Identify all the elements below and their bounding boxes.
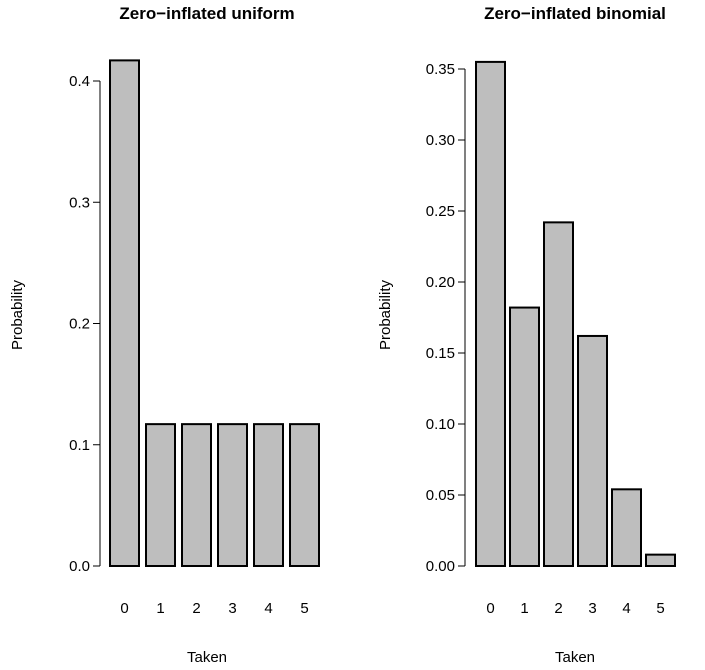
bar-1: [145, 423, 176, 568]
x-tick-label: 5: [656, 600, 664, 617]
bar-2: [543, 221, 574, 568]
bar-4: [253, 423, 284, 568]
bar-1: [509, 306, 540, 567]
panel-zero-inflated-binomial: Zero−inflated binomial Taken Probability…: [377, 4, 676, 666]
y-axis-label: Probability: [9, 279, 26, 350]
bar-3: [577, 334, 608, 567]
y-tick-label: 0.05: [426, 487, 455, 504]
y-tick-label: 0.3: [69, 194, 90, 211]
y-tick-label: 0.15: [426, 345, 455, 362]
bar-0: [109, 59, 140, 567]
y-tick-label: 0.00: [426, 558, 455, 575]
y-tick-label: 0.0: [69, 558, 90, 575]
x-tick-label: 3: [228, 600, 236, 617]
bar-5: [645, 553, 676, 568]
x-tick-label: 0: [120, 600, 128, 617]
y-tick-label: 0.25: [426, 203, 455, 220]
bar-5: [289, 423, 320, 568]
y-tick-label: 0.4: [69, 73, 90, 90]
x-tick-label: 4: [622, 600, 630, 617]
x-tick-label: 5: [300, 600, 308, 617]
y-tick-label: 0.1: [69, 437, 90, 454]
x-tick-label: 0: [486, 600, 494, 617]
chart-title: Zero−inflated uniform: [119, 4, 294, 23]
chart-title: Zero−inflated binomial: [484, 4, 666, 23]
x-tick-label: 1: [520, 600, 528, 617]
panel-zero-inflated-uniform: Zero−inflated uniform Taken Probability …: [9, 4, 320, 666]
bar-2: [181, 423, 212, 568]
x-tick-label: 2: [192, 600, 200, 617]
x-tick-label: 3: [588, 600, 596, 617]
x-tick-label: 2: [554, 600, 562, 617]
y-tick-label: 0.35: [426, 61, 455, 78]
y-tick-label: 0.2: [69, 316, 90, 333]
x-axis-label: Taken: [187, 649, 227, 666]
x-tick-label: 4: [264, 600, 272, 617]
y-tick-label: 0.30: [426, 132, 455, 149]
bar-4: [611, 488, 642, 568]
bar-3: [217, 423, 248, 568]
y-axis-label: Probability: [377, 279, 394, 350]
x-axis-label: Taken: [555, 649, 595, 666]
y-tick-label: 0.10: [426, 416, 455, 433]
bar-0: [475, 60, 506, 568]
x-tick-label: 1: [156, 600, 164, 617]
y-tick-label: 0.20: [426, 274, 455, 291]
